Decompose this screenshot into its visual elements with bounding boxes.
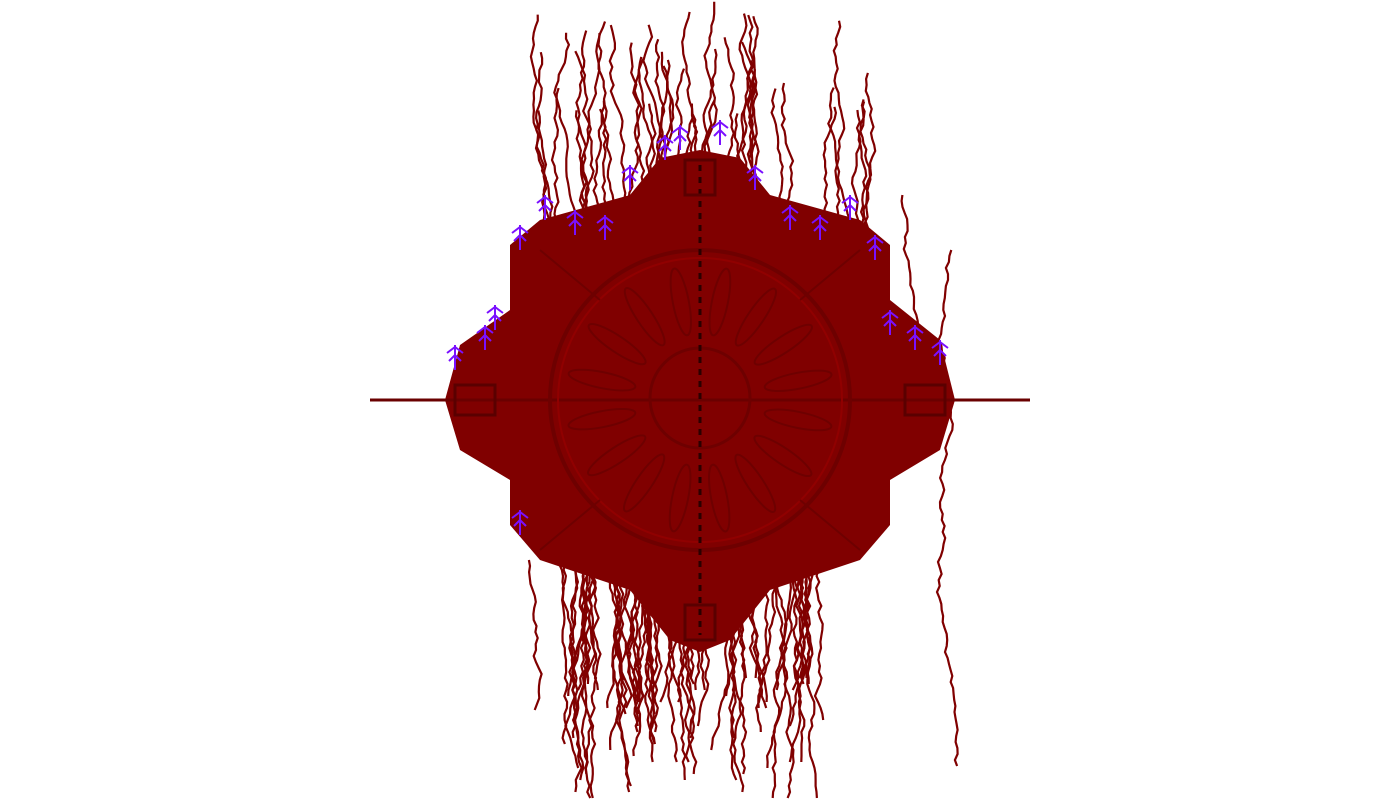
vine bbox=[795, 539, 818, 799]
plant-leaves bbox=[711, 120, 729, 137]
spoke bbox=[753, 434, 813, 478]
node bbox=[683, 603, 717, 642]
plants bbox=[446, 120, 949, 535]
plant bbox=[711, 120, 729, 145]
plant bbox=[931, 340, 949, 365]
plant-leaves bbox=[841, 195, 859, 212]
spoke bbox=[708, 463, 731, 533]
plant-leaves bbox=[781, 205, 799, 222]
plant-leaves bbox=[906, 325, 924, 342]
spoke bbox=[734, 453, 777, 513]
plant-leaves bbox=[931, 340, 949, 357]
diagonals bbox=[539, 249, 861, 551]
vine bbox=[832, 20, 846, 238]
plant bbox=[656, 135, 674, 160]
diagonal bbox=[539, 249, 601, 301]
spokes bbox=[567, 267, 833, 533]
plant-leaves bbox=[596, 215, 614, 232]
vine bbox=[556, 539, 569, 745]
diagonal bbox=[539, 499, 601, 551]
plant bbox=[621, 165, 639, 190]
plant bbox=[866, 235, 884, 260]
spoke bbox=[753, 323, 813, 366]
plant bbox=[476, 325, 494, 350]
vine bbox=[529, 14, 554, 231]
spoke bbox=[623, 287, 666, 347]
plant bbox=[511, 510, 529, 535]
plant-leaves bbox=[446, 345, 464, 362]
spoke bbox=[763, 369, 833, 392]
vine bbox=[578, 539, 598, 799]
plant bbox=[536, 195, 554, 220]
plant-leaves bbox=[881, 310, 899, 327]
node bbox=[453, 383, 497, 417]
plant-leaves bbox=[671, 125, 689, 142]
spoke bbox=[734, 287, 778, 347]
plant-leaves bbox=[511, 510, 529, 527]
plant bbox=[881, 310, 899, 335]
vine bbox=[527, 559, 543, 711]
vine bbox=[574, 50, 595, 232]
plant-leaves bbox=[486, 305, 504, 322]
vine bbox=[827, 87, 851, 227]
plant-leaves bbox=[746, 165, 764, 182]
spoke bbox=[763, 408, 833, 432]
plant bbox=[906, 325, 924, 350]
plant bbox=[566, 210, 584, 235]
plant-leaves bbox=[621, 165, 639, 182]
plant bbox=[596, 215, 614, 240]
spoke bbox=[587, 322, 647, 366]
vine bbox=[564, 539, 598, 769]
spoke bbox=[567, 368, 637, 392]
diagonal bbox=[799, 499, 861, 551]
spoke bbox=[669, 267, 692, 337]
plant-leaves bbox=[811, 215, 829, 232]
spoke bbox=[708, 267, 732, 337]
plant bbox=[781, 205, 799, 230]
plant-leaves bbox=[866, 235, 884, 252]
plant-leaves bbox=[511, 225, 529, 242]
plant-leaves bbox=[476, 325, 494, 342]
spoke bbox=[622, 453, 666, 513]
spoke bbox=[567, 408, 637, 431]
spoke bbox=[587, 434, 647, 477]
diagonal bbox=[799, 249, 861, 301]
plant bbox=[446, 345, 464, 370]
plant bbox=[841, 195, 859, 220]
plant-leaves bbox=[536, 195, 554, 212]
plant bbox=[811, 215, 829, 240]
plant bbox=[511, 225, 529, 250]
vine bbox=[935, 249, 959, 767]
plant-leaves bbox=[566, 210, 584, 227]
nodes bbox=[453, 158, 947, 642]
node bbox=[683, 158, 717, 197]
plant bbox=[746, 165, 764, 190]
plant-leaves bbox=[656, 135, 674, 152]
node bbox=[903, 383, 947, 417]
plant bbox=[486, 305, 504, 330]
spoke bbox=[668, 463, 692, 533]
plant bbox=[671, 125, 689, 150]
